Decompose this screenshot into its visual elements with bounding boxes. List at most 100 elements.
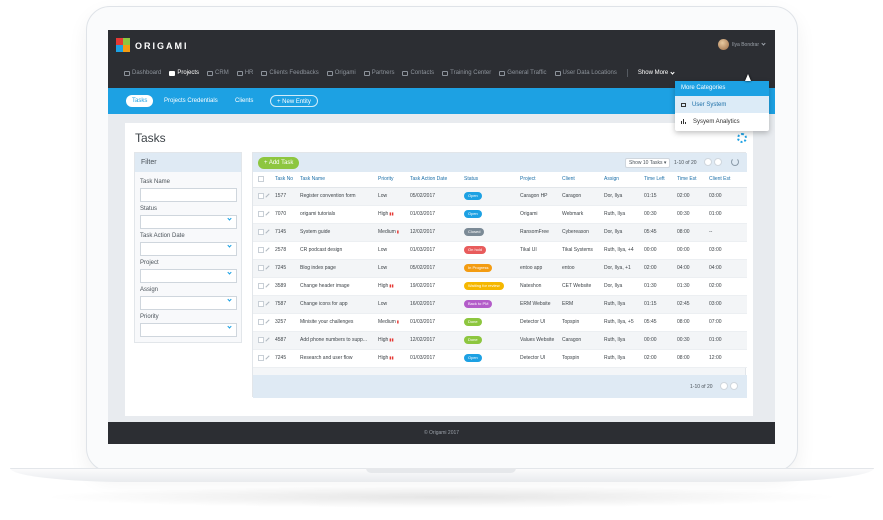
table-row[interactable]: 3257 Minisite your challenges Medium▮ 01/03…	[253, 313, 747, 332]
table-row[interactable]: 1577 Register convention form Low 05/02/201…	[253, 187, 747, 206]
priority-high-icon: ▮▮	[389, 355, 394, 360]
nav-item-crm[interactable]: CRM	[207, 70, 229, 76]
nav-item-hr[interactable]: HR	[236, 70, 253, 76]
cell-task-name[interactable]: Add phone numbers to supp...	[300, 331, 378, 350]
edit-icon[interactable]	[265, 247, 271, 252]
nav-item-origami[interactable]: Origami	[326, 70, 356, 76]
status-badge[interactable]: Waiting for review	[464, 282, 504, 290]
edit-icon[interactable]	[265, 355, 271, 360]
table-row[interactable]: 7245 Blog index page Low 05/02/2017 In Progr…	[253, 259, 747, 278]
nav-item-dashboard[interactable]: Dashboard	[124, 70, 161, 76]
row-checkbox[interactable]	[258, 318, 264, 325]
assign-select[interactable]	[140, 296, 237, 310]
nav-item-user-data-locations[interactable]: User Data Locations	[554, 70, 617, 76]
column-header[interactable]: Status	[464, 172, 520, 188]
next-page-button[interactable]	[730, 382, 738, 390]
row-checkbox[interactable]	[258, 336, 264, 343]
column-header[interactable]: Client Est	[709, 172, 747, 188]
edit-icon[interactable]	[265, 229, 271, 234]
status-badge[interactable]: Open	[464, 354, 482, 362]
column-header[interactable]: Project	[520, 172, 562, 188]
tab-clients[interactable]: Clients	[235, 98, 254, 104]
column-header[interactable]: Task Action Date	[410, 172, 464, 188]
tab-projects-credentials[interactable]: Projects Credentials	[164, 98, 218, 104]
show-tasks-select[interactable]: Show 10 Tasks ▾	[625, 158, 671, 168]
edit-icon[interactable]	[265, 319, 271, 324]
column-header[interactable]: Client	[562, 172, 604, 188]
row-checkbox[interactable]	[258, 246, 264, 253]
edit-icon[interactable]	[265, 265, 271, 270]
table-row[interactable]: 7245 Research and user flow High▮▮ 01/03/20…	[253, 349, 747, 368]
dropdown-item-system-analytics[interactable]: Sysyem Analytics	[675, 113, 769, 130]
edit-icon[interactable]	[265, 283, 271, 288]
tab-tasks[interactable]: Tasks	[126, 95, 154, 107]
table-row[interactable]: 3589 Change header image High▮▮ 19/02/2017 W…	[253, 277, 747, 296]
nav-item-contacts[interactable]: Contacts	[402, 70, 434, 76]
select-all-header[interactable]	[253, 172, 275, 188]
status-badge[interactable]: On hold	[464, 246, 487, 254]
select-all-checkbox[interactable]	[258, 176, 264, 183]
cell-task-name[interactable]: Change icons for app	[300, 295, 378, 314]
status-badge[interactable]: Done	[464, 336, 482, 344]
row-checkbox[interactable]	[258, 264, 264, 271]
status-badge[interactable]: Back to PM	[464, 300, 493, 308]
next-page-button[interactable]	[714, 158, 722, 166]
column-header[interactable]: Time Left	[644, 172, 677, 188]
row-checkbox[interactable]	[258, 228, 264, 235]
edit-icon[interactable]	[265, 301, 271, 306]
column-header[interactable]: Task No	[275, 172, 300, 188]
gear-icon[interactable]	[737, 133, 747, 143]
cell-task-name[interactable]: Blog index page	[300, 259, 378, 278]
project-select[interactable]	[140, 269, 237, 283]
edit-icon[interactable]	[265, 337, 271, 342]
cell-task-no: 7245	[275, 259, 300, 278]
user-menu[interactable]: Ilya Bondrar	[718, 39, 766, 50]
column-header[interactable]: Assign	[604, 172, 644, 188]
new-entity-button[interactable]: + New Entity	[270, 95, 318, 107]
row-checkbox[interactable]	[258, 192, 264, 199]
prev-page-button[interactable]	[720, 382, 728, 390]
nav-item-clients-feedbacks[interactable]: Clients Feedbacks	[261, 70, 319, 76]
cell-task-name[interactable]: Change header image	[300, 277, 378, 296]
column-header[interactable]: Time Est	[677, 172, 709, 188]
cell-task-name[interactable]: origami tutorials	[300, 205, 378, 224]
table-row[interactable]: 4587 Add phone numbers to supp... High▮▮ 12…	[253, 331, 747, 350]
row-checkbox[interactable]	[258, 210, 264, 217]
refresh-icon[interactable]	[731, 158, 739, 166]
bar-chart-icon	[681, 119, 687, 124]
action-date-select[interactable]	[140, 242, 237, 256]
priority-select[interactable]	[140, 323, 237, 337]
nav-item-general-traffic[interactable]: General Traffic	[499, 70, 547, 76]
status-badge[interactable]: Closed	[464, 228, 485, 236]
status-select[interactable]	[140, 215, 237, 229]
nav-item-partners[interactable]: Partners	[363, 70, 394, 76]
status-badge[interactable]: Open	[464, 192, 482, 200]
logo[interactable]: ORIGAMI	[116, 38, 189, 53]
row-checkbox[interactable]	[258, 354, 264, 361]
row-checkbox[interactable]	[258, 282, 264, 289]
add-task-button[interactable]: + Add Task	[258, 157, 300, 169]
show-more-button[interactable]: Show More	[638, 69, 675, 76]
dropdown-item-user-system[interactable]: User System	[675, 96, 769, 113]
cell-task-name[interactable]: Minisite your challenges	[300, 313, 378, 332]
status-badge[interactable]: Done	[464, 318, 482, 326]
edit-icon[interactable]	[265, 211, 271, 216]
task-name-input[interactable]	[140, 188, 237, 202]
nav-item-projects[interactable]: Projects	[169, 70, 199, 76]
table-row[interactable]: 2578 CR podcast design Low 01/03/2017 On hol…	[253, 241, 747, 260]
row-checkbox[interactable]	[258, 300, 264, 307]
column-header[interactable]: Task Name	[300, 172, 378, 188]
table-row[interactable]: 7587 Change icons for app Low 16/02/2017 Bac…	[253, 295, 747, 314]
cell-task-name[interactable]: System guide	[300, 223, 378, 242]
prev-page-button[interactable]	[704, 158, 712, 166]
cell-task-name[interactable]: Register convention form	[300, 187, 378, 206]
table-row[interactable]: 7145 System guide Medium▮ 12/02/2017 Closed R…	[253, 223, 747, 242]
status-badge[interactable]: Open	[464, 210, 482, 218]
cell-task-name[interactable]: Research and user flow	[300, 349, 378, 368]
status-badge[interactable]: In Progress	[464, 264, 493, 272]
table-row[interactable]: 7070 origami tutorials High▮▮ 01/03/2017 Ope…	[253, 205, 747, 224]
cell-task-name[interactable]: CR podcast design	[300, 241, 378, 260]
edit-icon[interactable]	[265, 193, 271, 198]
nav-item-training-center[interactable]: Training Center	[442, 70, 491, 76]
column-header[interactable]: Priority	[378, 172, 410, 188]
